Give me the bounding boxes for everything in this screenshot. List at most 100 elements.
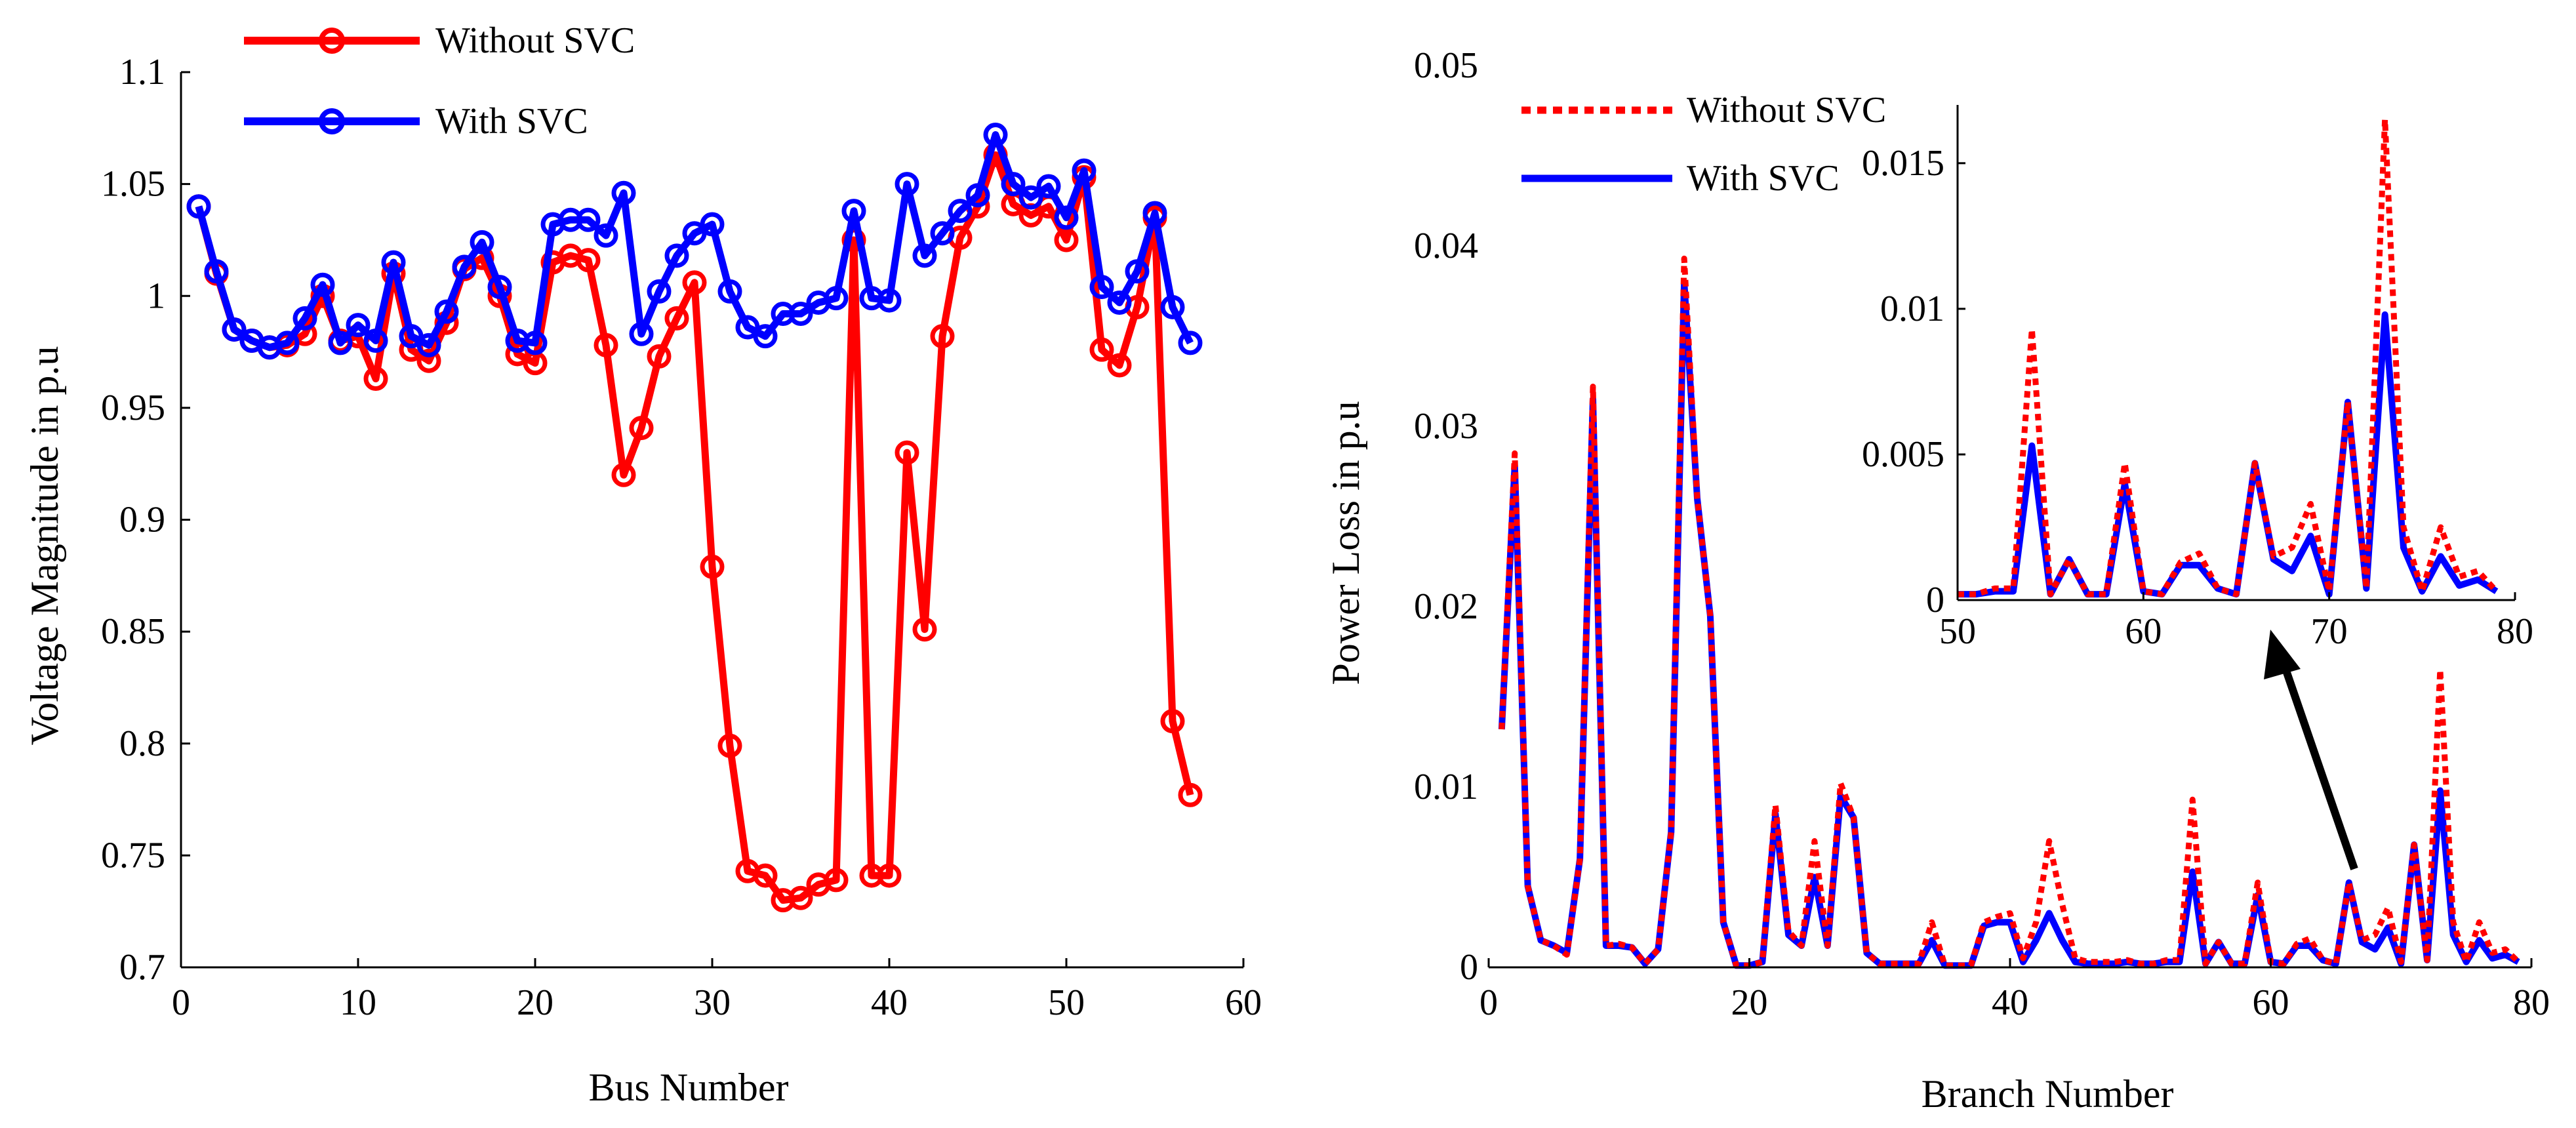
voltage-point-without-svc bbox=[1107, 353, 1132, 378]
legend-marker-without-svc bbox=[319, 28, 345, 54]
voltage-point-with-svc bbox=[912, 243, 937, 268]
power-loss-y-tick-label: 0 bbox=[1460, 947, 1478, 988]
voltage-point-with-svc bbox=[487, 275, 512, 300]
voltage-point-with-svc bbox=[664, 243, 689, 268]
voltage-x-tick-label: 40 bbox=[871, 982, 908, 1023]
voltage-point-with-svc bbox=[328, 331, 353, 355]
voltage-series-group bbox=[186, 123, 1203, 913]
legend-marker-with-svc bbox=[319, 108, 345, 134]
voltage-point-with-svc bbox=[204, 259, 229, 284]
voltage-x-tick-label: 10 bbox=[340, 982, 376, 1023]
power-loss-line-with-svc bbox=[1498, 279, 2520, 969]
voltage-point-without-svc bbox=[594, 332, 618, 357]
inset-y-tick-label: 0.01 bbox=[1880, 289, 1944, 329]
power-loss-line-without-svc bbox=[1499, 255, 2521, 969]
voltage-point-with-svc bbox=[1054, 205, 1079, 230]
voltage-point-without-svc bbox=[1089, 337, 1114, 362]
voltage-point-without-svc bbox=[1054, 228, 1079, 252]
voltage-point-without-svc bbox=[753, 863, 778, 888]
voltage-point-with-svc bbox=[275, 331, 300, 355]
voltage-point-without-svc bbox=[788, 885, 813, 910]
voltage-point-without-svc bbox=[363, 367, 388, 392]
voltage-point-with-svc bbox=[576, 207, 601, 232]
voltage-point-with-svc bbox=[1142, 201, 1167, 226]
voltage-point-with-svc bbox=[788, 302, 813, 327]
legend-label-with-svc: With SVC bbox=[435, 101, 588, 142]
voltage-x-tick-label: 30 bbox=[694, 982, 731, 1023]
power-loss-inset: 50 60 70 80 0 0.005 0.01 0.015 bbox=[1862, 105, 2533, 652]
voltage-y-tick-label: 0.75 bbox=[101, 835, 165, 876]
voltage-y-tick-label: 0.9 bbox=[119, 500, 165, 540]
voltage-x-axis-label: Bus Number bbox=[589, 1066, 789, 1109]
voltage-point-without-svc bbox=[895, 440, 919, 465]
voltage-point-with-svc bbox=[523, 331, 548, 355]
voltage-point-without-svc bbox=[682, 270, 707, 295]
inset-x-tick-label: 80 bbox=[2497, 611, 2533, 652]
zoom-arrow-shaft bbox=[2278, 658, 2358, 870]
inset-x-tick-label: 60 bbox=[2125, 611, 2162, 652]
voltage-x-tick-label: 60 bbox=[1225, 982, 1262, 1023]
voltage-x-tick-label: 20 bbox=[517, 982, 553, 1023]
voltage-point-with-svc bbox=[983, 123, 1008, 148]
voltage-point-without-svc bbox=[664, 306, 689, 331]
voltage-x-tick-label: 0 bbox=[172, 982, 190, 1023]
power-loss-y-tick-label: 0.03 bbox=[1414, 406, 1478, 447]
voltage-point-with-svc bbox=[1072, 158, 1097, 183]
inset-line-without-svc bbox=[1958, 116, 2499, 597]
inset-axes: 50 60 70 80 0 0.005 0.01 0.015 bbox=[1862, 105, 2533, 652]
voltage-point-with-svc bbox=[647, 279, 672, 304]
voltage-point-with-svc bbox=[877, 288, 902, 313]
voltage-point-with-svc bbox=[1001, 172, 1026, 197]
power-loss-y-tick-label: 0.02 bbox=[1414, 586, 1478, 627]
voltage-point-without-svc bbox=[647, 344, 672, 369]
voltage-y-tick-label: 0.8 bbox=[119, 723, 165, 764]
voltage-point-with-svc bbox=[948, 199, 973, 224]
power-loss-x-tick-label: 0 bbox=[1479, 982, 1498, 1023]
voltage-point-with-svc bbox=[222, 317, 247, 342]
power-loss-legend: Without SVC With SVC bbox=[1521, 90, 1886, 199]
voltage-y-tick-label: 1.1 bbox=[119, 52, 165, 92]
power-loss-y-tick-label: 0.05 bbox=[1414, 45, 1478, 86]
voltage-point-without-svc bbox=[824, 868, 849, 893]
voltage-point-without-svc bbox=[912, 617, 937, 642]
voltage-point-with-svc bbox=[930, 221, 955, 246]
voltage-point-with-svc bbox=[700, 212, 725, 237]
voltage-point-without-svc bbox=[1160, 709, 1185, 734]
voltage-point-without-svc bbox=[629, 416, 654, 441]
voltage-point-with-svc bbox=[434, 299, 459, 324]
voltage-axes: 0 10 20 30 40 50 60 0.7 0.75 0.8 0.85 0.9 0.95 1 1.05 1… bbox=[101, 52, 1262, 1023]
voltage-y-tick-label: 1.05 bbox=[101, 164, 165, 205]
voltage-point-with-svc bbox=[753, 324, 778, 349]
power-loss-x-tick-label: 80 bbox=[2513, 982, 2550, 1023]
voltage-point-with-svc bbox=[841, 199, 866, 224]
inset-x-tick-label: 70 bbox=[2311, 611, 2348, 652]
power-loss-x-tick-label: 60 bbox=[2253, 982, 2289, 1023]
voltage-point-with-svc bbox=[594, 223, 618, 248]
voltage-point-with-svc bbox=[1178, 331, 1203, 355]
power-loss-axes: 0 20 40 60 80 0 0.01 0.02 0.03 0.04 0.05 bbox=[1414, 45, 2550, 1023]
inset-y-tick-label: 0.015 bbox=[1862, 143, 1944, 184]
voltage-point-with-svc bbox=[717, 279, 742, 304]
voltage-point-without-svc bbox=[841, 228, 866, 252]
voltage-point-with-svc bbox=[611, 180, 636, 205]
power-loss-y-tick-label: 0.04 bbox=[1414, 226, 1478, 266]
voltage-point-with-svc bbox=[186, 194, 211, 219]
voltage-point-with-svc bbox=[470, 230, 494, 254]
voltage-point-without-svc bbox=[1178, 782, 1203, 807]
voltage-point-with-svc bbox=[629, 321, 654, 346]
voltage-point-with-svc bbox=[824, 286, 849, 311]
voltage-y-tick-label: 0.85 bbox=[101, 611, 165, 652]
inset-y-tick-label: 0 bbox=[1926, 580, 1944, 620]
voltage-y-axis-label: Voltage Magnitude in p.u bbox=[23, 346, 66, 746]
voltage-point-with-svc bbox=[1089, 275, 1114, 300]
power-loss-series-group bbox=[1498, 255, 2521, 969]
voltage-point-without-svc bbox=[717, 733, 742, 758]
voltage-point-with-svc bbox=[381, 250, 406, 275]
power-loss-x-axis-label: Branch Number bbox=[1922, 1072, 2174, 1116]
power-loss-x-tick-label: 20 bbox=[1731, 982, 1768, 1023]
voltage-point-with-svc bbox=[363, 329, 388, 353]
power-loss-y-tick-label: 0.01 bbox=[1414, 767, 1478, 807]
voltage-y-tick-label: 1 bbox=[147, 275, 165, 316]
legend-label-without-svc: Without SVC bbox=[1687, 90, 1886, 131]
